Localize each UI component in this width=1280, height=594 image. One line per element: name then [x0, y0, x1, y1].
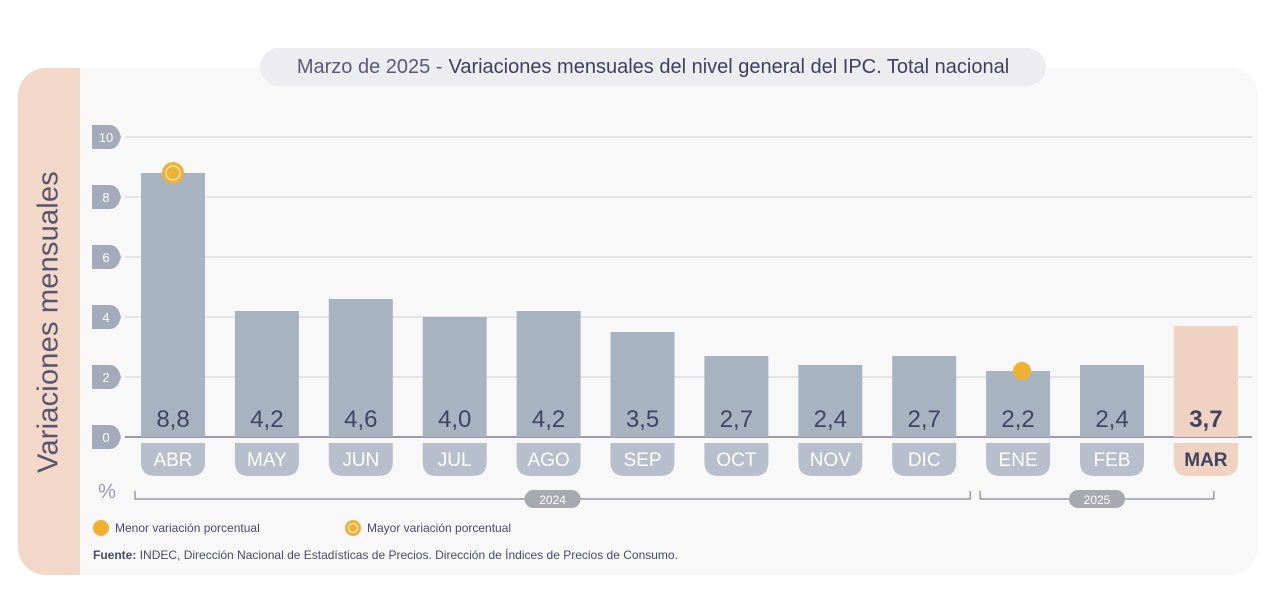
legend-max-label: Mayor variación porcentual	[367, 521, 512, 535]
category-pill	[1080, 443, 1144, 476]
min-marker	[1013, 362, 1032, 380]
y-tick-pill	[92, 425, 121, 449]
category-pill	[798, 443, 863, 476]
bar	[1173, 326, 1238, 437]
min-marker-icon	[93, 520, 109, 536]
y-tick-label: 4	[102, 310, 109, 325]
y-tick-pill	[92, 245, 121, 269]
category-pill	[610, 443, 675, 476]
bar	[328, 299, 393, 437]
legend-min-label: Menor variación porcentual	[115, 521, 260, 535]
category-label: DIC	[908, 450, 941, 471]
chart-title: Marzo de 2025 - Variaciones mensuales de…	[260, 48, 1046, 86]
chart-title-date: Marzo de 2025 -	[296, 55, 443, 78]
ylabel-panel	[18, 68, 80, 575]
year-pill	[1069, 490, 1125, 508]
category-pill	[422, 443, 487, 476]
source-note: Fuente: INDEC, Dirección Nacional de Est…	[93, 548, 678, 562]
bar-value-label: 4,2	[250, 406, 283, 433]
category-label: SEP	[623, 450, 661, 471]
y-tick-label: 6	[102, 250, 109, 265]
bar	[704, 356, 769, 437]
bar	[892, 356, 957, 437]
year-label: 2024	[539, 493, 566, 507]
bar	[610, 332, 675, 437]
category-label: JUN	[342, 450, 379, 471]
bar-value-label: 3,7	[1189, 406, 1222, 433]
bar-value-label: 4,2	[532, 406, 565, 433]
chart-title-text: Variaciones mensuales del nivel general …	[448, 55, 1010, 78]
y-tick-pill	[92, 125, 121, 149]
bar-value-label: 2,2	[1001, 406, 1034, 433]
category-pill	[892, 443, 957, 476]
bar	[422, 317, 487, 437]
bar-value-label: 4,0	[438, 406, 471, 433]
bar	[1080, 365, 1144, 437]
y-tick-label: 2	[102, 370, 109, 385]
bar	[141, 173, 205, 437]
bar-value-label: 2,7	[720, 406, 753, 433]
y-tick-pill	[92, 365, 121, 389]
y-tick-pill	[92, 305, 121, 329]
source-text: INDEC, Dirección Nacional de Estadística…	[139, 548, 678, 562]
year-label: 2025	[1084, 493, 1111, 507]
category-pill	[986, 443, 1051, 476]
y-tick-label: 10	[99, 130, 113, 145]
category-pill	[141, 443, 205, 476]
y-tick-label: 8	[102, 190, 109, 205]
category-label: NOV	[810, 450, 852, 471]
max-marker-icon	[345, 520, 361, 536]
category-label: ENE	[999, 450, 1038, 471]
max-marker-ring	[165, 165, 181, 181]
bar-value-label: 2,7	[908, 406, 941, 433]
category-pill	[704, 443, 769, 476]
chart-card	[18, 68, 1258, 575]
bar-value-label: 2,4	[814, 406, 847, 433]
category-label: ABR	[153, 450, 192, 471]
legend-min: Menor variación porcentual	[93, 520, 260, 536]
bar	[798, 365, 863, 437]
y-tick-label: 0	[102, 430, 109, 445]
bar-value-label: 2,4	[1095, 406, 1128, 433]
category-pill	[234, 443, 299, 476]
bar-value-label: 3,5	[626, 406, 659, 433]
bar	[986, 371, 1051, 437]
bar-value-label: 4,6	[344, 406, 377, 433]
category-pill	[328, 443, 393, 476]
category-label: JUL	[438, 450, 472, 471]
category-label: FEB	[1094, 450, 1131, 471]
bar	[516, 311, 581, 437]
category-label: OCT	[716, 450, 757, 471]
category-label: AGO	[527, 450, 569, 471]
bar-value-label: 8,8	[156, 406, 189, 433]
legend-max: Mayor variación porcentual	[345, 520, 511, 536]
bar	[234, 311, 299, 437]
year-pill	[524, 490, 581, 508]
category-label: MAY	[247, 450, 287, 471]
y-tick-pill	[92, 185, 121, 209]
max-marker	[162, 162, 184, 184]
y-unit-label: %	[98, 481, 116, 503]
source-prefix: Fuente:	[93, 548, 137, 562]
category-pill	[516, 443, 581, 476]
category-pill	[1173, 443, 1238, 476]
category-label: MAR	[1184, 450, 1228, 471]
